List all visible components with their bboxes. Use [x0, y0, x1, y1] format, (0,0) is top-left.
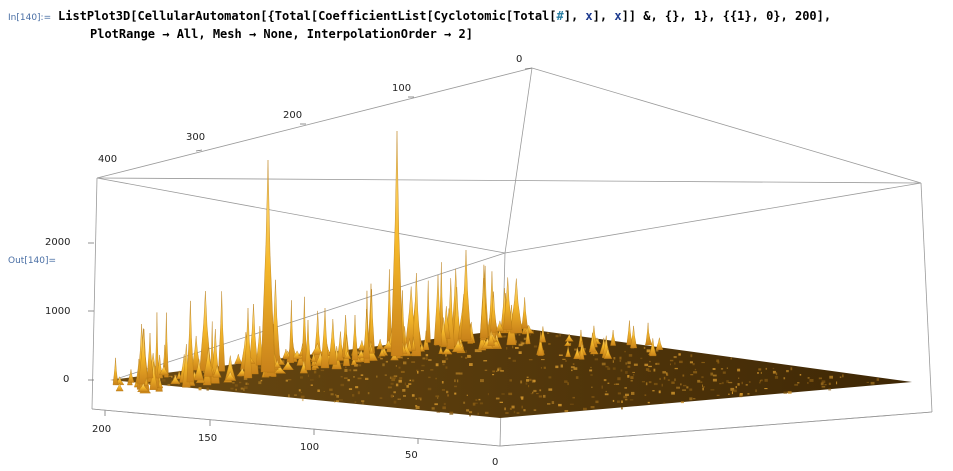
- surface-peaks: [112, 130, 664, 394]
- input-cell-label: In[140]:=: [8, 13, 52, 23]
- top-tick-200: 200: [283, 110, 302, 121]
- top-tick-300: 300: [186, 132, 205, 143]
- tick-marks: [88, 67, 533, 444]
- bottom-tick-0: 0: [492, 457, 498, 468]
- z-tick-0: 0: [63, 374, 69, 385]
- z-tick-2000: 2000: [45, 237, 70, 248]
- top-tick-0: 0: [516, 54, 522, 65]
- bounding-box-front: [91, 408, 933, 447]
- vertical-axis-ticks: 0 1000 2000: [45, 237, 70, 385]
- bottom-tick-100: 100: [300, 442, 319, 453]
- input-code-line-2[interactable]: PlotRange → All, Mesh → None, Interpolat…: [90, 27, 473, 41]
- top-tick-400: 400: [98, 154, 117, 165]
- bottom-tick-200: 200: [92, 424, 111, 435]
- output-cell-label: Out[140]=: [8, 256, 57, 266]
- bottom-axis-ticks: 200 150 100 50 0: [92, 424, 498, 468]
- input-code-line-1[interactable]: ListPlot3D[CellularAutomaton[{Total[Coef…: [58, 9, 832, 23]
- bottom-tick-50: 50: [405, 450, 418, 461]
- bottom-tick-150: 150: [198, 433, 217, 444]
- top-tick-100: 100: [392, 83, 411, 94]
- top-axis-ticks: 0 100 200 300 400: [98, 54, 522, 165]
- z-tick-1000: 1000: [45, 306, 70, 317]
- surface-floor: [110, 328, 912, 418]
